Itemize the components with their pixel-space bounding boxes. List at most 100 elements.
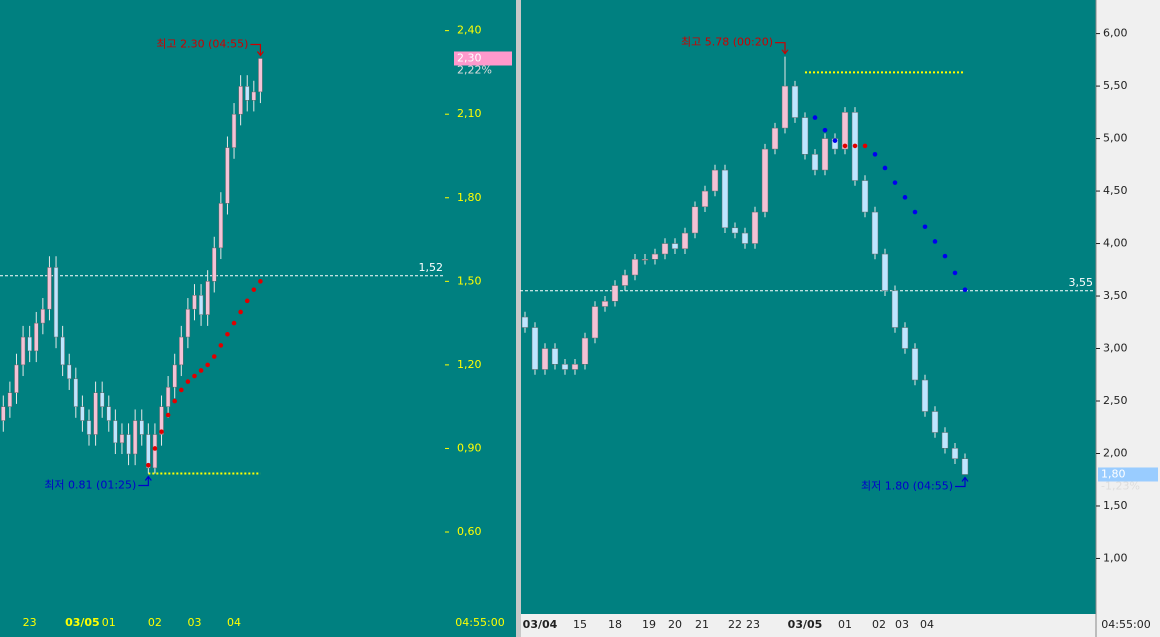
- candle-body: [951, 447, 959, 459]
- candle-body: [761, 148, 769, 213]
- x-tick-label: 03: [187, 616, 201, 629]
- candle-body: [531, 327, 539, 370]
- x-tick-label: 04: [227, 616, 241, 629]
- sar-dot: [812, 115, 818, 120]
- sar-dot: [922, 224, 928, 230]
- y-tick-label: 5,50: [1103, 79, 1128, 92]
- candle-body: [244, 86, 250, 101]
- candle-body: [621, 274, 629, 286]
- candle-body: [119, 434, 125, 444]
- candle-body: [681, 232, 689, 250]
- last-price-box: [1098, 467, 1158, 482]
- candle-body: [218, 203, 224, 249]
- candle-body: [701, 190, 709, 208]
- x-tick-label: 22: [728, 618, 742, 631]
- sar-dot: [842, 143, 848, 149]
- candle-body: [139, 420, 144, 435]
- x-tick-label: 01: [102, 616, 116, 629]
- candle-body: [961, 458, 969, 475]
- candle-body: [132, 420, 138, 455]
- candle-body: [86, 420, 92, 435]
- y-tick-label: 1,80: [457, 191, 482, 204]
- candle-body: [113, 420, 118, 444]
- candle-body: [1, 406, 6, 421]
- x-tick-label: 18: [608, 618, 622, 631]
- candle-body: [601, 301, 609, 307]
- sar-dot: [205, 362, 210, 368]
- sar-dot: [165, 412, 171, 418]
- last-change-label: 2,22%: [457, 63, 492, 76]
- candle-body: [159, 406, 164, 435]
- candle-body: [741, 232, 749, 244]
- candle-body: [73, 378, 79, 407]
- candle-body: [881, 253, 889, 292]
- sar-dot: [932, 239, 938, 244]
- candle-body: [921, 379, 929, 412]
- sar-dot: [238, 309, 243, 315]
- candle-body: [198, 295, 204, 315]
- candle-body: [258, 58, 263, 93]
- last-change-label: -1,23%: [1101, 479, 1140, 492]
- sar-dot: [902, 195, 908, 200]
- x-tick-label: 03/05: [65, 616, 100, 629]
- sar-dot: [962, 287, 968, 293]
- y-tick-label: 2,00: [1103, 446, 1128, 459]
- annotation-arrow: [955, 476, 969, 488]
- candle-body: [251, 91, 257, 101]
- y-tick-label: 1,20: [457, 358, 482, 371]
- candle-body: [60, 336, 65, 366]
- candle-body: [721, 169, 729, 229]
- candle-body: [821, 138, 829, 171]
- candle-body: [561, 364, 569, 370]
- candle-body: [571, 364, 579, 370]
- candle-body: [192, 295, 197, 310]
- x-tick-label: 23: [23, 616, 37, 629]
- sar-dot: [251, 287, 257, 292]
- candle-body: [541, 348, 549, 370]
- candle-body: [40, 308, 46, 324]
- candle-body: [711, 169, 719, 192]
- candle-body: [53, 267, 59, 338]
- last-price-label: 1,80: [1101, 467, 1126, 480]
- sar-dot: [912, 209, 918, 215]
- sar-dot: [172, 398, 178, 404]
- candle-body: [205, 281, 210, 315]
- x-tick-label: 03/05: [788, 618, 823, 631]
- sar-dot: [152, 446, 158, 451]
- y-tick-label: 4,00: [1103, 237, 1128, 250]
- y-tick-label: 0,60: [457, 525, 482, 538]
- candle-body: [631, 259, 639, 276]
- sar-dot: [258, 279, 263, 284]
- candle-body: [165, 386, 171, 407]
- candle-body: [172, 364, 177, 388]
- candle-body: [581, 337, 589, 365]
- candle-body: [641, 259, 649, 261]
- annotation-arrow: [250, 43, 264, 57]
- candle-body: [781, 85, 789, 129]
- sar-dot: [952, 270, 958, 276]
- x-tick-label: 01: [838, 618, 852, 631]
- candle-body: [591, 306, 599, 339]
- last-price-box: [454, 51, 512, 66]
- candle-body: [931, 411, 939, 433]
- candle-body: [771, 127, 779, 150]
- candle-body: [212, 247, 217, 282]
- candle-body: [80, 406, 85, 421]
- x-tick-label: 02: [148, 616, 162, 629]
- last-price-label: 2,30: [457, 51, 482, 64]
- x-tick-label: 23: [746, 618, 760, 631]
- reference-label: 1,52: [419, 261, 444, 274]
- candle-body: [791, 85, 799, 118]
- y-tick-label: 5,00: [1103, 132, 1128, 145]
- divider: [516, 0, 521, 637]
- candle-body: [146, 434, 151, 469]
- y-tick-label: 2,10: [457, 107, 482, 120]
- candle-body: [152, 434, 158, 469]
- x-tick-label: 03/04: [523, 618, 558, 631]
- annotation: 최고 5.78 (00:20): [681, 36, 773, 49]
- y-tick-label: 1,50: [457, 274, 482, 287]
- candle-body: [811, 154, 819, 171]
- sar-dot: [822, 127, 828, 133]
